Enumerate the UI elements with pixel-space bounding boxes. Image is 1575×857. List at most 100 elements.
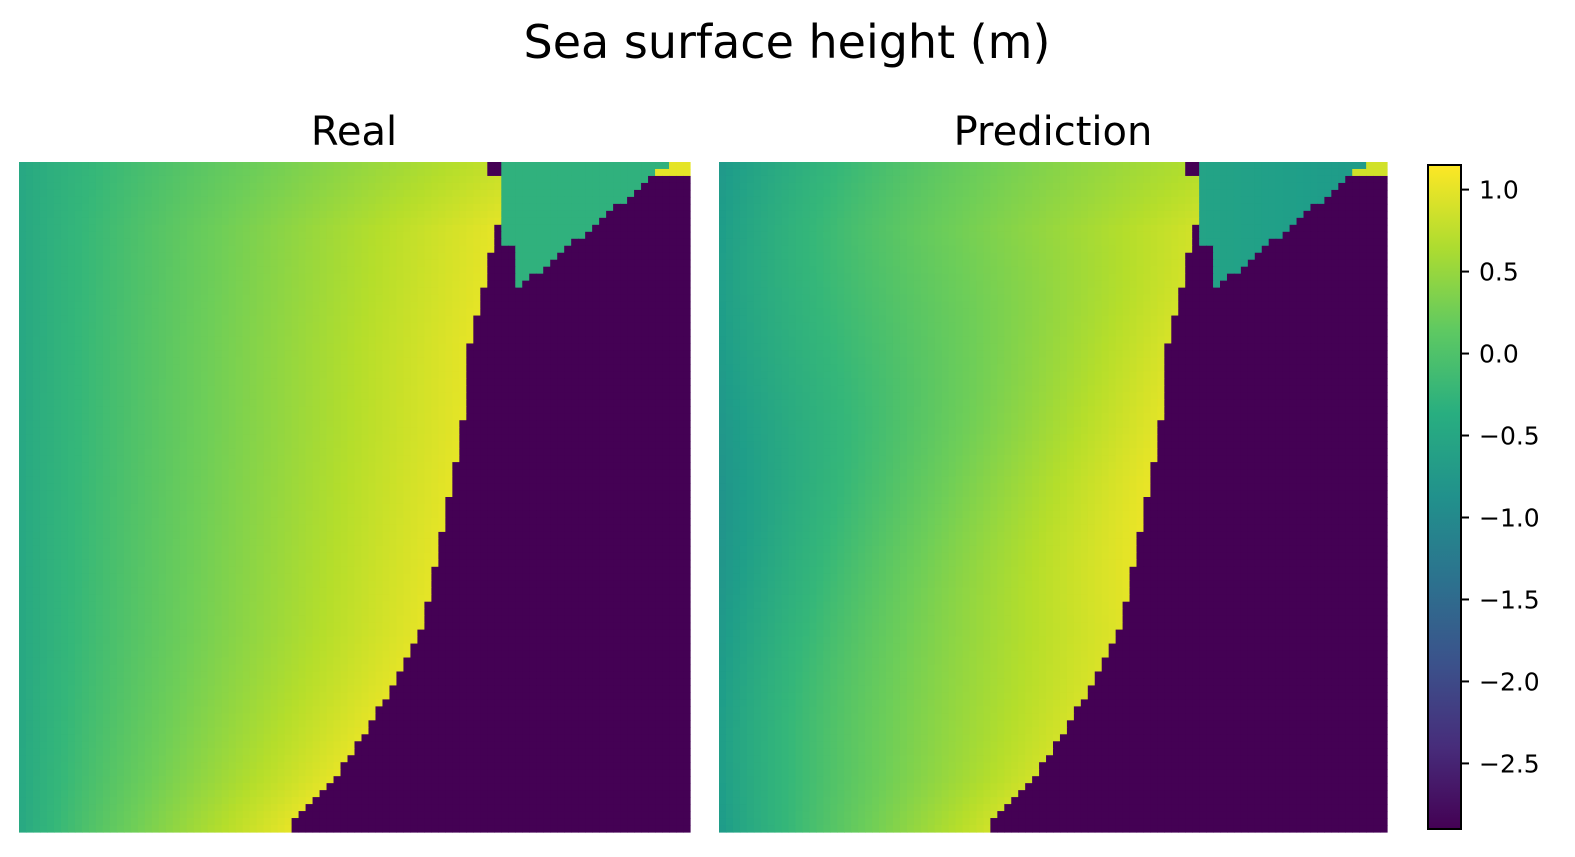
heatmap-cell [144,294,153,303]
heatmap-cell [291,196,300,205]
heatmap-cell [508,266,516,275]
heatmap-cell [389,517,398,526]
heatmap-cell [109,364,118,372]
heatmap-cell [648,371,656,379]
heatmap-cell [445,217,453,226]
heatmap-cell [669,399,677,407]
heatmap-cell [25,469,34,477]
heatmap-cell [655,427,663,435]
heatmap-cell [74,162,83,170]
heatmap-cell [39,497,48,505]
heatmap-cell [473,385,481,393]
heatmap-cell [179,385,188,393]
heatmap-cell [557,420,565,428]
heatmap-cell [480,455,488,463]
heatmap-cell [123,245,132,254]
heatmap-cell [508,392,516,400]
heatmap-cell [550,175,558,184]
heatmap-cell [53,210,62,219]
heatmap-cell [494,238,502,247]
heatmap-cell [417,448,425,456]
heatmap-cell [501,350,509,359]
heatmap-cell [74,217,83,226]
heatmap-cell [39,476,48,484]
heatmap-cell [361,483,370,491]
heatmap-cell [494,322,502,331]
heatmap-cell [634,280,642,289]
heatmap-cell [354,273,363,282]
heatmap-cell [571,350,579,359]
heatmap-cell [242,162,251,170]
heatmap-cell [179,231,188,240]
heatmap-cell [116,336,125,345]
heatmap-cell [550,385,558,393]
heatmap-cell [599,343,607,352]
heatmap-cell [25,357,34,365]
heatmap-cell [368,441,377,449]
heatmap-cell [641,462,649,470]
heatmap-cell [480,490,488,498]
heatmap-cell [641,343,649,352]
heatmap-cell [333,162,342,170]
heatmap-cell [270,217,279,226]
heatmap-cell [179,483,188,491]
heatmap-cell [368,455,377,463]
heatmap-cell [382,168,391,177]
heatmap-cell [158,301,167,310]
heatmap-cell [473,427,481,435]
heatmap-cell [459,308,467,317]
heatmap-cell [403,168,412,177]
heatmap-cell [123,217,132,226]
heatmap-cell [46,510,55,519]
heatmap-cell [606,434,614,442]
heatmap-cell [585,490,593,498]
heatmap-cell [501,273,509,282]
heatmap-cell [95,469,104,477]
heatmap-cell [536,336,544,345]
heatmap-cell [396,210,405,219]
heatmap-cell [438,308,446,317]
heatmap-cell [487,476,495,484]
heatmap-cell [74,259,83,268]
heatmap-cell [60,371,69,379]
heatmap-cell [263,224,272,233]
heatmap-cell [207,413,216,421]
heatmap-cell [144,427,153,435]
heatmap-cell [620,378,628,386]
heatmap-cell [53,266,62,275]
heatmap-cell [585,182,593,191]
heatmap-cell [529,217,537,226]
heatmap-cell [235,427,244,435]
heatmap-cell [151,483,160,491]
heatmap-cell [221,490,230,498]
heatmap-cell [53,441,62,449]
heatmap-cell [333,224,342,233]
heatmap-cell [256,301,265,310]
heatmap-cell [74,350,83,359]
heatmap-cell [298,413,307,421]
heatmap-cell [620,503,628,512]
heatmap-cell [193,301,202,310]
heatmap-cell [60,273,69,282]
heatmap-cell [326,441,335,449]
heatmap-cell [319,476,328,484]
heatmap-cell [515,210,523,219]
heatmap-cell [550,399,558,407]
heatmap-cell [95,427,104,435]
heatmap-cell [347,399,356,407]
heatmap-cell [669,469,677,477]
heatmap-cell [431,308,439,317]
heatmap-cell [137,378,146,386]
heatmap-cell [333,308,342,317]
heatmap-cell [60,162,69,170]
heatmap-cell [270,196,279,205]
heatmap-cell [179,294,188,303]
heatmap-cell [683,406,691,414]
heatmap-cell [242,308,251,317]
heatmap-cell [221,413,230,421]
heatmap-cell [578,343,586,352]
heatmap-cell [19,196,27,205]
heatmap-cell [39,203,48,212]
heatmap-cell [480,448,488,456]
